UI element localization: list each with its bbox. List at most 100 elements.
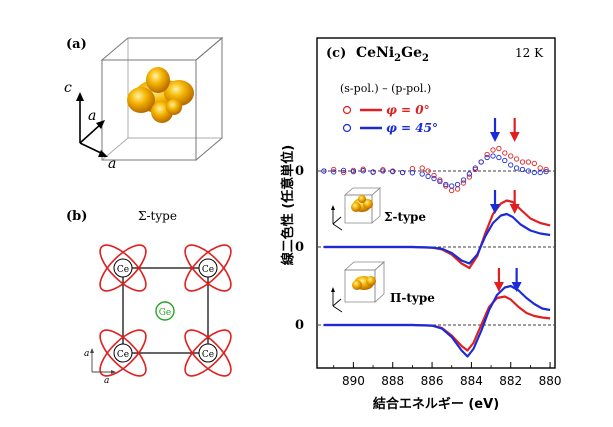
data-point-experiment-1-3 (350, 168, 357, 175)
x-tick-label-880: 880 (539, 374, 562, 388)
data-point-experiment-0-28 (525, 159, 532, 165)
ce-label-0: Ce (117, 265, 129, 275)
lattice-square (122, 267, 209, 354)
ce-sites: Ce Ce Ce Ce (99, 244, 232, 377)
ce-atom-2: Ce (99, 329, 147, 377)
panel-b-title: Σ-type (138, 209, 177, 223)
data-point-experiment-1-10 (419, 171, 425, 177)
data-point-experiment-0-25 (508, 153, 514, 159)
inset-pi-label: Π-type (390, 291, 435, 305)
peak-arrow-3 (509, 190, 520, 214)
inset-pi: Π-type (331, 261, 435, 313)
series-layer (321, 145, 551, 358)
data-point-experiment-0-16 (454, 186, 461, 192)
data-point-experiment-0-11 (425, 168, 431, 174)
axis-a-label-1: a (88, 108, 96, 124)
data-point-experiment-1-22 (490, 153, 496, 159)
inset-sigma: Σ-type (331, 187, 426, 231)
data-point-experiment-1-1 (331, 169, 337, 175)
panel-b-axis-a2: a (104, 376, 109, 386)
data-point-experiment-1-11 (425, 173, 431, 180)
data-point-experiment-1-7 (390, 168, 396, 175)
y-axis-label: 線二色性 (任意単位) (280, 145, 296, 265)
x-tick-label-884: 884 (460, 374, 483, 388)
panel-b: (b) Σ-type Ce Ce Ce Ce Ge a a (66, 209, 232, 386)
data-point-experiment-0-29 (531, 160, 537, 167)
data-point-experiment-0-2 (340, 169, 347, 176)
data-point-experiment-0-12 (431, 172, 437, 179)
axis-c-label: c (64, 80, 72, 96)
data-point-experiment-1-8 (399, 169, 406, 176)
data-point-experiment-1-30 (537, 169, 543, 176)
data-point-experiment-1-13 (437, 178, 443, 185)
series-line-pi-phi45 (323, 284, 551, 358)
ce-label-3: Ce (202, 350, 214, 360)
data-point-experiment-0-14 (443, 183, 449, 189)
data-point-experiment-1-20 (478, 159, 484, 165)
data-point-experiment-1-16 (454, 181, 461, 188)
peak-arrow-5 (511, 268, 522, 292)
plot-frame (316, 37, 556, 369)
peak-arrow-0 (490, 118, 500, 142)
temperature-label: 12 K (515, 46, 544, 60)
data-point-experiment-1-14 (443, 181, 449, 188)
compound-formula: CeNi2Ge2 (356, 45, 429, 64)
data-point-experiment-1-23 (496, 154, 502, 161)
ce-label-2: Ce (117, 350, 129, 360)
ce-atom-0: Ce (99, 244, 147, 292)
data-point-experiment-0-18 (466, 174, 473, 180)
data-point-experiment-1-5 (370, 169, 376, 175)
data-point-experiment-1-25 (508, 162, 514, 168)
data-point-experiment-1-31 (543, 168, 549, 175)
data-point-experiment-1-29 (531, 169, 537, 176)
data-point-experiment-1-19 (472, 165, 478, 171)
data-point-experiment-0-10 (419, 165, 425, 171)
data-point-experiment-1-27 (519, 166, 526, 173)
ce-label-1: Ce (202, 265, 214, 275)
data-point-experiment-1-15 (449, 183, 455, 189)
data-point-experiment-0-19 (472, 166, 478, 173)
x-axis: 890 888 886 884 882 880 (333, 362, 562, 388)
data-point-experiment-1-17 (460, 177, 467, 183)
data-point-experiment-0-4 (360, 166, 366, 172)
inset-sigma-label: Σ-type (384, 210, 426, 224)
data-point-experiment-1-18 (466, 171, 473, 177)
ce-atom-1: Ce (184, 244, 232, 292)
data-point-experiment-0-1 (331, 166, 337, 173)
data-point-experiment-0-9 (409, 165, 416, 172)
data-point-experiment-1-4 (360, 168, 366, 174)
x-tick-label-882: 882 (499, 374, 522, 388)
panel-c-label: (c) (326, 46, 346, 61)
data-point-experiment-0-23 (496, 145, 502, 152)
panel-b-label: (b) (66, 209, 87, 224)
panel-b-axis-a1: a (84, 349, 89, 359)
data-point-experiment-0-17 (460, 180, 467, 186)
data-point-experiment-1-9 (409, 170, 416, 176)
series-line-sigma-phi45 (323, 212, 551, 265)
data-point-experiment-1-0 (321, 168, 327, 174)
data-point-experiment-1-24 (502, 157, 508, 164)
data-point-experiment-1-2 (340, 167, 347, 174)
zero-label-sigma: 0 (295, 240, 304, 255)
data-point-experiment-0-15 (449, 187, 455, 194)
panel-c: (c) CeNi2Ge2 12 K (s-pol.) – (p-pol.) φ … (280, 37, 562, 412)
legend-marker-red (342, 105, 352, 115)
panel-a-label: (a) (66, 37, 87, 52)
x-tick-label-886: 886 (421, 374, 444, 388)
legend-marker-blue (342, 123, 352, 133)
data-point-experiment-1-26 (513, 165, 520, 171)
x-tick-label-888: 888 (381, 374, 404, 388)
legend-label-red: φ = 0° (386, 103, 430, 117)
axis-a-label-2: a (108, 156, 116, 172)
panel-a: (a) c a a (64, 36, 224, 172)
ge-label: Ge (159, 308, 172, 318)
data-point-experiment-0-21 (484, 151, 490, 158)
data-point-experiment-1-6 (380, 168, 386, 174)
data-point-experiment-0-31 (543, 166, 549, 173)
zero-label-experiment: 0 (295, 164, 304, 179)
peak-arrow-1 (509, 118, 520, 142)
data-point-experiment-0-13 (437, 177, 443, 183)
f-orbital-shape (127, 67, 194, 123)
peak-arrow-4 (493, 268, 504, 292)
